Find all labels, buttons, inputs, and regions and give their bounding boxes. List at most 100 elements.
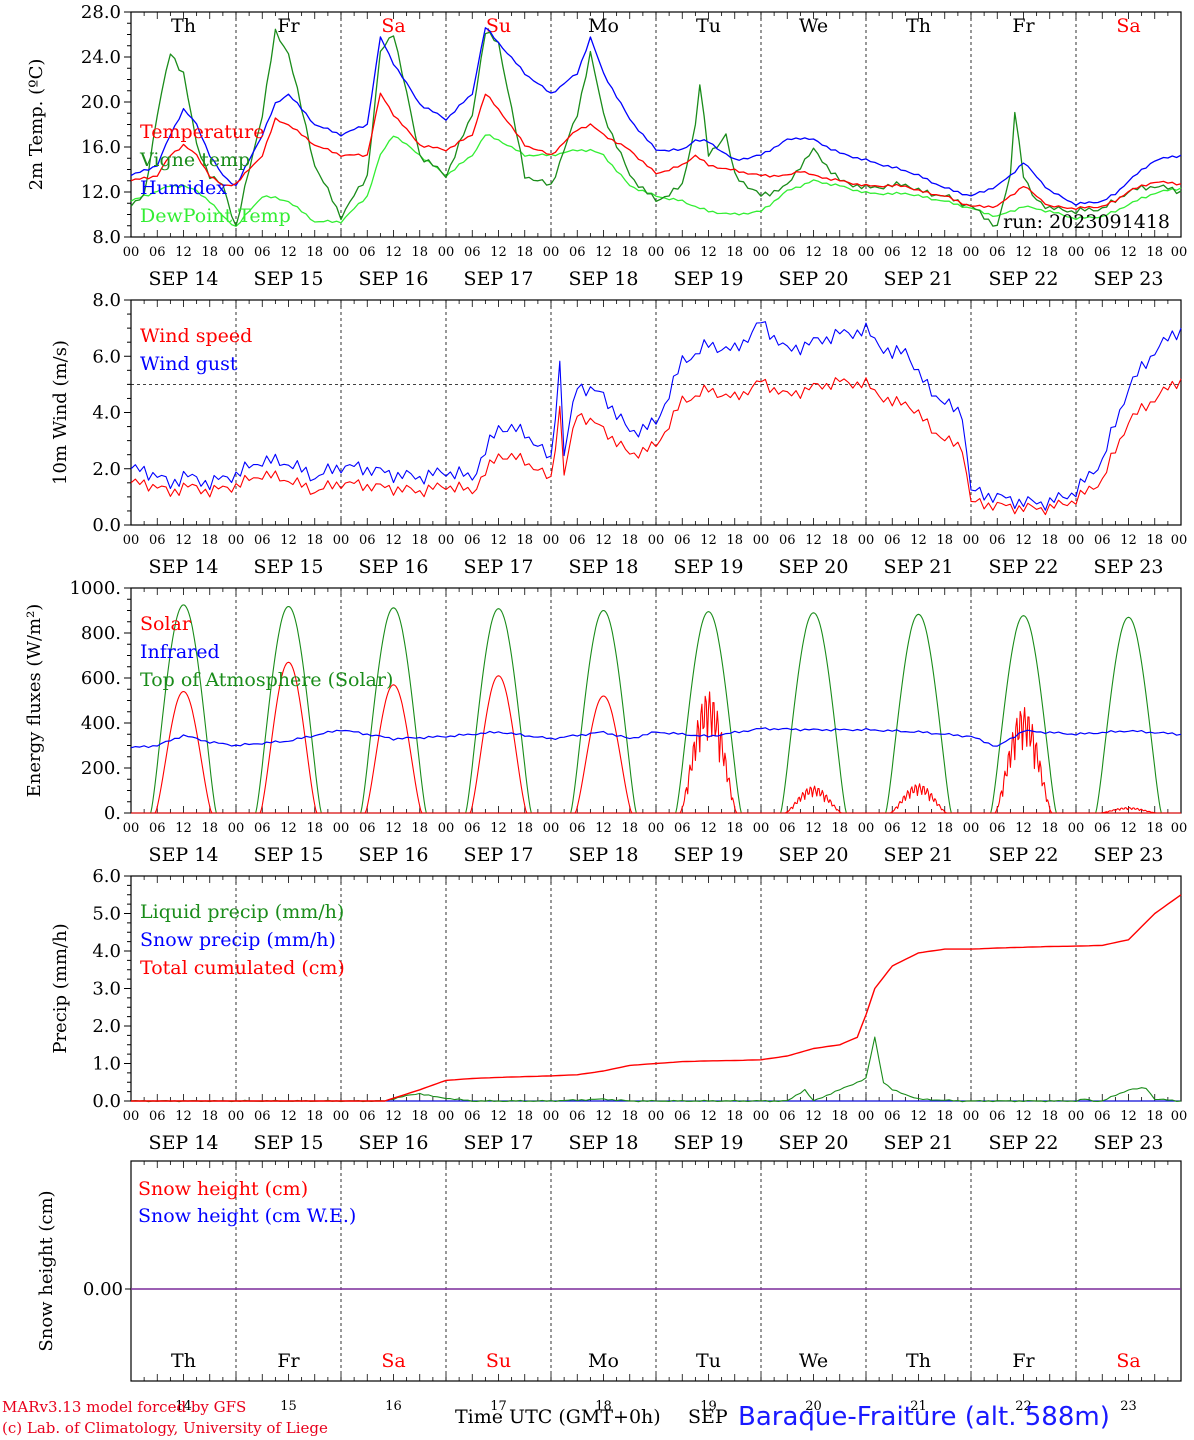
hour-tick-label: 12: [385, 1109, 402, 1124]
hour-tick-label: 18: [411, 1109, 428, 1124]
hour-tick-label: 18: [411, 821, 428, 836]
hour-tick-label: 00: [858, 533, 875, 548]
hour-tick-label: 00: [123, 1109, 140, 1124]
y-tick-label: 600.: [81, 668, 121, 689]
hour-tick-label: 12: [490, 1109, 507, 1124]
hour-tick-label: 18: [726, 245, 743, 260]
date-label: SEP 19: [674, 1132, 744, 1154]
hour-tick-label: 06: [254, 245, 271, 260]
legend-entry: Top of Atmosphere (Solar): [140, 669, 393, 691]
hour-tick-label: 12: [700, 245, 717, 260]
solar-surface-curve: [994, 707, 1053, 814]
hour-tick-label: 06: [779, 245, 796, 260]
y-tick-label: 0.: [104, 803, 121, 824]
hour-tick-label: 18: [516, 533, 533, 548]
solar-surface-curve: [469, 675, 528, 814]
y-tick-label: 16.0: [81, 137, 121, 158]
hour-tick-label: 06: [884, 533, 901, 548]
weekday-label: Tu: [696, 1350, 721, 1372]
day-number-label: 23: [1120, 1399, 1137, 1414]
hour-tick-label: 00: [1171, 245, 1188, 260]
hour-tick-label: 18: [411, 533, 428, 548]
hour-tick-label: 00: [1068, 1109, 1085, 1124]
hour-tick-label: 06: [1094, 1109, 1111, 1124]
hour-tick-label: 06: [464, 821, 481, 836]
day-number-label: 14: [175, 1399, 192, 1414]
weekday-label: Th: [171, 1350, 196, 1372]
y-tick-label: 4.0: [92, 403, 121, 424]
date-label: SEP 17: [464, 844, 534, 866]
y-tick-label: 4.0: [92, 941, 121, 962]
y-tick-label: 3.0: [92, 979, 121, 1000]
hour-tick-label: 12: [805, 1109, 822, 1124]
y-tick-label: 0.0: [92, 1091, 121, 1112]
hour-tick-label: 00: [228, 245, 245, 260]
hour-tick-label: 18: [936, 1109, 953, 1124]
date-label: SEP 16: [359, 844, 429, 866]
hour-tick-label: 00: [963, 1109, 980, 1124]
weekday-label: We: [799, 15, 828, 37]
hour-tick-label: 06: [149, 245, 166, 260]
hour-tick-label: 06: [779, 533, 796, 548]
hour-tick-label: 06: [1094, 245, 1111, 260]
solar-surface-curve: [784, 785, 843, 814]
hour-tick-label: 18: [516, 1109, 533, 1124]
hour-tick-label: 18: [1041, 533, 1058, 548]
date-label: SEP 19: [674, 844, 744, 866]
hour-tick-label: 12: [700, 533, 717, 548]
hour-tick-label: 12: [910, 533, 927, 548]
date-label: SEP 18: [569, 268, 639, 290]
date-label: SEP 20: [779, 268, 849, 290]
y-tick-label: 1000.: [69, 578, 121, 599]
date-label: SEP 17: [464, 556, 534, 578]
hour-tick-label: 18: [1041, 245, 1058, 260]
toa-solar-arch: [990, 615, 1057, 814]
hour-tick-label: 00: [333, 821, 350, 836]
hour-tick-label: 00: [543, 821, 560, 836]
weekday-label: Mo: [588, 15, 619, 37]
date-label: SEP 17: [464, 268, 534, 290]
hour-tick-label: 06: [569, 821, 586, 836]
hour-tick-label: 06: [464, 533, 481, 548]
date-label: SEP 17: [464, 1132, 534, 1154]
y-tick-label: 8.0: [92, 227, 121, 248]
station-title: Baraque-Fraiture (alt. 588m): [738, 1402, 1110, 1432]
hour-tick-label: 06: [254, 533, 271, 548]
hour-tick-label: 00: [648, 821, 665, 836]
solar-surface-curve: [259, 661, 318, 814]
hour-tick-label: 00: [438, 1109, 455, 1124]
hour-tick-label: 06: [254, 821, 271, 836]
weekday-label: Fr: [1012, 1350, 1035, 1372]
legend-entry: Vigne temp: [139, 149, 250, 171]
hour-tick-label: 18: [1146, 1109, 1163, 1124]
day-number-label: 16: [385, 1399, 402, 1414]
hour-tick-label: 06: [674, 533, 691, 548]
hour-tick-label: 00: [123, 533, 140, 548]
energy-plot-frame: [130, 587, 1182, 814]
hour-tick-label: 00: [963, 245, 980, 260]
hour-tick-label: 12: [175, 533, 192, 548]
hour-tick-label: 18: [201, 533, 218, 548]
y-tick-label: 28.0: [81, 2, 121, 23]
hour-tick-label: 00: [858, 821, 875, 836]
date-label: SEP 23: [1094, 1132, 1164, 1154]
hour-tick-label: 12: [175, 1109, 192, 1124]
hour-tick-label: 18: [516, 821, 533, 836]
hour-tick-label: 18: [831, 245, 848, 260]
hour-tick-label: 00: [963, 821, 980, 836]
legend-entry: Liquid precip (mm/h): [140, 901, 344, 923]
hour-tick-label: 00: [1171, 821, 1188, 836]
date-label: SEP 16: [359, 268, 429, 290]
date-label: SEP 19: [674, 556, 744, 578]
legend-entry: DewPoint Temp: [140, 205, 291, 227]
hour-tick-label: 18: [201, 1109, 218, 1124]
hour-tick-label: 18: [621, 821, 638, 836]
hour-tick-label: 18: [726, 821, 743, 836]
hour-tick-label: 12: [280, 533, 297, 548]
toa-solar-arch: [675, 611, 742, 814]
hour-tick-label: 06: [674, 1109, 691, 1124]
hour-tick-label: 18: [621, 1109, 638, 1124]
hour-tick-label: 18: [831, 821, 848, 836]
hour-tick-label: 00: [753, 1109, 770, 1124]
